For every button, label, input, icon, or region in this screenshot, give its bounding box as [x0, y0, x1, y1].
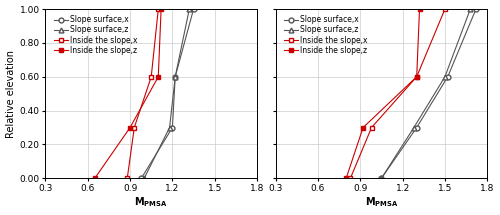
- Slope surface,x: [473, 8, 479, 10]
- Slope surface,z: [411, 126, 417, 129]
- Line: Inside the slope,x: Inside the slope,x: [348, 7, 448, 181]
- Inside the slope,x: [348, 177, 354, 180]
- Legend: Slope surface,x, Slope surface,z, Inside the slope,x, Inside the slope,z: Slope surface,x, Slope surface,z, Inside…: [54, 15, 138, 55]
- Inside the slope,z: [156, 75, 162, 78]
- Inside the slope,x: [442, 8, 448, 10]
- Line: Inside the slope,x: Inside the slope,x: [125, 7, 160, 181]
- Inside the slope,x: [148, 75, 154, 78]
- Slope surface,z: [141, 177, 147, 180]
- Inside the slope,z: [127, 126, 133, 129]
- Slope surface,x: [138, 177, 144, 180]
- Line: Slope surface,z: Slope surface,z: [142, 7, 192, 181]
- Inside the slope,z: [416, 8, 422, 10]
- Y-axis label: Relative elevation: Relative elevation: [6, 50, 16, 138]
- Line: Slope surface,z: Slope surface,z: [379, 7, 473, 181]
- Inside the slope,x: [124, 177, 130, 180]
- X-axis label: $\mathbf{M_{PMSA}}$: $\mathbf{M_{PMSA}}$: [364, 196, 398, 209]
- Inside the slope,z: [158, 8, 164, 10]
- Slope surface,z: [442, 75, 448, 78]
- Slope surface,x: [172, 75, 178, 78]
- Inside the slope,z: [414, 75, 420, 78]
- Inside the slope,z: [92, 177, 98, 180]
- Line: Inside the slope,z: Inside the slope,z: [92, 7, 164, 181]
- Slope surface,z: [186, 8, 192, 10]
- Slope surface,z: [172, 75, 178, 78]
- Inside the slope,x: [414, 75, 420, 78]
- Inside the slope,x: [156, 8, 162, 10]
- Slope surface,z: [468, 8, 473, 10]
- Inside the slope,x: [368, 126, 374, 129]
- Line: Slope surface,x: Slope surface,x: [379, 7, 478, 181]
- Slope surface,x: [444, 75, 450, 78]
- Inside the slope,x: [132, 126, 138, 129]
- Line: Slope surface,x: Slope surface,x: [139, 7, 196, 181]
- Line: Inside the slope,z: Inside the slope,z: [344, 7, 422, 181]
- Slope surface,z: [166, 126, 172, 129]
- X-axis label: $\mathbf{M_{PMSA}}$: $\mathbf{M_{PMSA}}$: [134, 196, 168, 209]
- Slope surface,z: [378, 177, 384, 180]
- Inside the slope,z: [343, 177, 349, 180]
- Slope surface,x: [414, 126, 420, 129]
- Slope surface,x: [190, 8, 196, 10]
- Slope surface,x: [170, 126, 175, 129]
- Slope surface,x: [378, 177, 384, 180]
- Legend: Slope surface,x, Slope surface,z, Inside the slope,x, Inside the slope,z: Slope surface,x, Slope surface,z, Inside…: [284, 15, 368, 55]
- Inside the slope,z: [360, 126, 366, 129]
